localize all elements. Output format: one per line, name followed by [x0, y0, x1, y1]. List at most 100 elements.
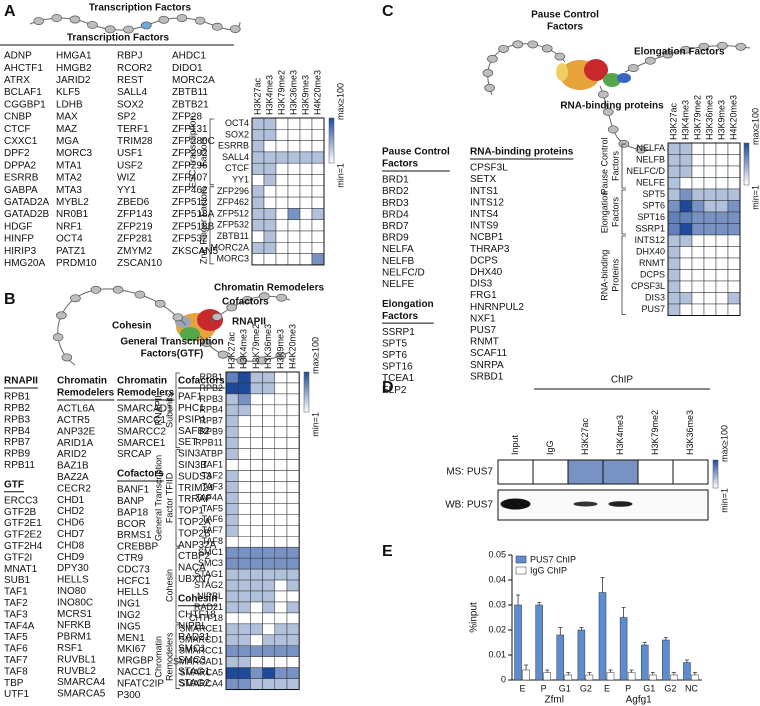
heat-cell — [274, 634, 288, 646]
nucleosome — [512, 40, 524, 49]
colorbar — [328, 117, 335, 164]
heat-cell — [263, 219, 277, 232]
heat-cell — [715, 303, 729, 316]
nucleosome — [158, 15, 170, 24]
heat-cell — [311, 162, 325, 175]
nucleosome — [123, 25, 134, 34]
nucleosome — [527, 40, 539, 49]
heat-cell — [286, 536, 300, 548]
heat-cell — [225, 492, 239, 504]
group-label: Subunits — [164, 392, 174, 428]
heat-cell — [237, 536, 251, 548]
list-item: PHC1 — [178, 403, 205, 414]
list-item: PSIP1 — [178, 414, 207, 425]
list-item: NXF1 — [470, 313, 496, 324]
heat-cell — [274, 678, 288, 690]
heat-cell — [251, 117, 265, 130]
heat-cell — [287, 151, 301, 164]
list-item: ZBTB11 — [172, 87, 208, 98]
list-item: GTF2E1 — [4, 518, 42, 529]
nucleosome — [33, 17, 45, 25]
row-label: DHX40 — [636, 247, 665, 257]
row-label: MORC3 — [216, 254, 249, 264]
list-item: SET — [178, 437, 197, 448]
row-label: SPT5 — [642, 189, 665, 199]
heat-cell — [679, 223, 693, 236]
diagram-label: Factors(GTF) — [141, 349, 204, 360]
list-item: ZFP518B — [172, 221, 215, 232]
error-bar — [663, 637, 668, 640]
list-item: ATRX — [4, 75, 30, 86]
heat-cell — [262, 546, 276, 559]
heat-cell — [274, 557, 288, 570]
row-label: CHTF18 — [189, 613, 223, 623]
list-item: GTF2H4 — [4, 541, 43, 552]
heat-cell — [250, 656, 263, 668]
heat-cell — [237, 448, 251, 460]
heat-cell — [727, 165, 741, 178]
heat-cell — [262, 590, 276, 603]
list-item: ZFP143 — [117, 209, 153, 220]
list-item: SPT6 — [382, 350, 407, 361]
row-label: STAG1 — [194, 569, 223, 579]
column-label: H3K36me3 — [704, 95, 714, 140]
column-label: H3K9me3 — [716, 100, 726, 140]
x-tick-label: G1 — [643, 683, 655, 693]
list-item: ZFP280C — [172, 136, 215, 147]
heat-cell — [667, 269, 681, 282]
heat-cell — [286, 415, 300, 427]
heat-cell — [715, 177, 729, 190]
list-item: SMARCC1 — [117, 415, 166, 426]
nucleosome — [229, 25, 241, 33]
list-item: RAD21 — [178, 632, 211, 643]
row-label: RPB3 — [199, 394, 223, 404]
list-item: MAX — [56, 112, 78, 123]
chromatin-fiber — [487, 43, 566, 96]
heat-cell — [299, 174, 313, 187]
list-item: SPT16 — [382, 362, 413, 373]
heat-cell — [667, 257, 681, 270]
list-item: SUDS3 — [178, 471, 212, 482]
list-item: JARID2 — [56, 75, 91, 86]
list-item: BRD2 — [382, 186, 409, 197]
panel-letter: B — [4, 291, 16, 308]
list-item: TBP — [4, 678, 24, 689]
heat-cell — [225, 557, 239, 570]
heat-cell — [250, 492, 263, 504]
row-label: TAF3 — [202, 481, 223, 491]
error-bar — [629, 669, 634, 673]
error-bar — [587, 672, 592, 675]
heat-cell — [703, 303, 717, 316]
heat-cell — [263, 129, 277, 141]
list-item: HMGA1 — [56, 51, 92, 62]
heat-cell — [225, 426, 239, 438]
heat-cell — [667, 292, 681, 305]
heat-cell — [275, 208, 289, 220]
heat-cell — [262, 525, 276, 537]
column-label: H3K4me3 — [680, 100, 690, 140]
heat-cell — [287, 140, 301, 153]
heat-cell — [251, 253, 265, 266]
heat-cell — [727, 234, 741, 247]
x-tick-label: G2 — [664, 683, 676, 693]
list-item: ZFP532 — [172, 234, 208, 245]
heat-cell — [250, 634, 263, 646]
heat-cell — [286, 481, 300, 493]
heat-cell — [250, 404, 263, 417]
heat-cell — [299, 162, 313, 175]
list-header: Cofactors — [117, 469, 164, 480]
list-item: BRD7 — [382, 221, 409, 232]
heat-cell — [237, 459, 251, 471]
heat-cell — [691, 200, 705, 213]
heat-cell — [727, 177, 741, 190]
heat-cell — [225, 393, 239, 406]
heat-cell — [286, 437, 300, 449]
heat-cell — [311, 151, 325, 164]
row-label: SMC3 — [198, 558, 223, 568]
heat-cell — [287, 174, 301, 187]
heat-cell — [263, 242, 277, 254]
list-item: BRD1 — [382, 175, 409, 186]
list-item: MRGBP — [117, 656, 154, 667]
heat-cell — [250, 645, 263, 657]
heat-cell — [237, 557, 251, 570]
